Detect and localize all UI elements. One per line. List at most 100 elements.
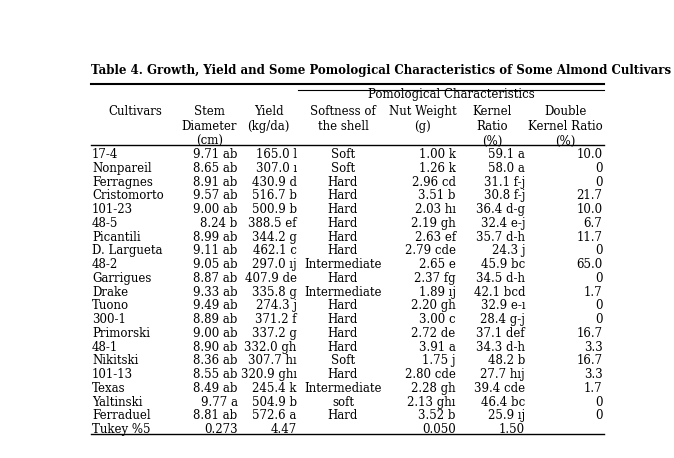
Text: Hard: Hard <box>328 203 358 216</box>
Text: 2.72 de: 2.72 de <box>411 327 456 340</box>
Text: 25.9 ıj: 25.9 ıj <box>488 409 525 422</box>
Text: 9.11 ab: 9.11 ab <box>193 244 237 257</box>
Text: 48-2: 48-2 <box>92 258 119 271</box>
Text: Picantili: Picantili <box>92 230 141 244</box>
Text: 407.9 de: 407.9 de <box>245 272 297 285</box>
Text: 2.03 hı: 2.03 hı <box>415 203 456 216</box>
Text: 3.91 a: 3.91 a <box>419 341 456 354</box>
Text: 2.79 cde: 2.79 cde <box>404 244 456 257</box>
Text: Intermediate: Intermediate <box>304 286 381 299</box>
Text: Drake: Drake <box>92 286 128 299</box>
Text: Hard: Hard <box>328 244 358 257</box>
Text: Yield
(kg/da): Yield (kg/da) <box>247 105 290 133</box>
Text: 337.2 g: 337.2 g <box>252 327 297 340</box>
Text: 9.05 ab: 9.05 ab <box>193 258 237 271</box>
Text: 31.1 f-j: 31.1 f-j <box>484 175 525 189</box>
Text: 2.37 fg: 2.37 fg <box>414 272 456 285</box>
Text: 0: 0 <box>595 300 603 312</box>
Text: 8.65 ab: 8.65 ab <box>193 162 237 175</box>
Text: soft: soft <box>332 396 354 409</box>
Text: 0.273: 0.273 <box>204 423 237 436</box>
Text: 34.5 d-h: 34.5 d-h <box>476 272 525 285</box>
Text: 3.3: 3.3 <box>584 368 603 381</box>
Text: 8.49 ab: 8.49 ab <box>193 382 237 395</box>
Text: 0: 0 <box>595 396 603 409</box>
Text: 48-1: 48-1 <box>92 341 119 354</box>
Text: 2.13 ghı: 2.13 ghı <box>407 396 456 409</box>
Text: 30.8 f-j: 30.8 f-j <box>484 189 525 202</box>
Text: Tukey %5: Tukey %5 <box>92 423 150 436</box>
Text: 4.47: 4.47 <box>270 423 297 436</box>
Text: Softness of
the shell: Softness of the shell <box>310 105 376 133</box>
Text: 332.0 gh: 332.0 gh <box>245 341 297 354</box>
Text: 37.1 def: 37.1 def <box>477 327 525 340</box>
Text: 300-1: 300-1 <box>92 313 126 326</box>
Text: 2.96 cd: 2.96 cd <box>412 175 456 189</box>
Text: 0: 0 <box>595 244 603 257</box>
Text: 1.7: 1.7 <box>584 286 603 299</box>
Text: 2.20 gh: 2.20 gh <box>411 300 456 312</box>
Text: 59.1 a: 59.1 a <box>488 148 525 161</box>
Text: 9.71 ab: 9.71 ab <box>193 148 237 161</box>
Text: Hard: Hard <box>328 272 358 285</box>
Text: 9.00 ab: 9.00 ab <box>193 327 237 340</box>
Text: 0: 0 <box>595 175 603 189</box>
Text: 8.89 ab: 8.89 ab <box>193 313 237 326</box>
Text: Garrigues: Garrigues <box>92 272 152 285</box>
Text: 0: 0 <box>595 162 603 175</box>
Text: 462.1 c: 462.1 c <box>253 244 297 257</box>
Text: 1.89 ıj: 1.89 ıj <box>419 286 456 299</box>
Text: 516.7 b: 516.7 b <box>252 189 297 202</box>
Text: 1.7: 1.7 <box>584 382 603 395</box>
Text: 9.77 a: 9.77 a <box>201 396 237 409</box>
Text: Intermediate: Intermediate <box>304 382 381 395</box>
Text: 45.9 bc: 45.9 bc <box>481 258 525 271</box>
Text: Hard: Hard <box>328 327 358 340</box>
Text: 8.90 ab: 8.90 ab <box>193 341 237 354</box>
Text: 48.2 b: 48.2 b <box>488 354 525 367</box>
Text: 1.50: 1.50 <box>499 423 525 436</box>
Text: 11.7: 11.7 <box>576 230 603 244</box>
Text: 42.1 bcd: 42.1 bcd <box>474 286 525 299</box>
Text: 1.26 k: 1.26 k <box>419 162 456 175</box>
Text: 0: 0 <box>595 272 603 285</box>
Text: Hard: Hard <box>328 189 358 202</box>
Text: 2.28 gh: 2.28 gh <box>411 382 456 395</box>
Text: Tuono: Tuono <box>92 300 129 312</box>
Text: 320.9 ghı: 320.9 ghı <box>241 368 297 381</box>
Text: 371.2 f: 371.2 f <box>255 313 297 326</box>
Text: Stem
Diameter
(cm): Stem Diameter (cm) <box>182 105 237 147</box>
Text: 39.4 cde: 39.4 cde <box>474 382 525 395</box>
Text: 8.91 ab: 8.91 ab <box>193 175 237 189</box>
Text: Hard: Hard <box>328 409 358 422</box>
Text: 572.6 a: 572.6 a <box>252 409 297 422</box>
Text: Hard: Hard <box>328 368 358 381</box>
Text: 0: 0 <box>595 409 603 422</box>
Text: Pomological Characteristics: Pomological Characteristics <box>368 88 534 101</box>
Text: 101-23: 101-23 <box>92 203 133 216</box>
Text: 35.7 d-h: 35.7 d-h <box>476 230 525 244</box>
Text: Hard: Hard <box>328 313 358 326</box>
Text: 16.7: 16.7 <box>576 327 603 340</box>
Text: 34.3 d-h: 34.3 d-h <box>476 341 525 354</box>
Text: Primorski: Primorski <box>92 327 150 340</box>
Text: 344.2 g: 344.2 g <box>252 230 297 244</box>
Text: 9.57 ab: 9.57 ab <box>193 189 237 202</box>
Text: 16.7: 16.7 <box>576 354 603 367</box>
Text: 504.9 b: 504.9 b <box>251 396 297 409</box>
Text: 8.99 ab: 8.99 ab <box>193 230 237 244</box>
Text: Table 4. Growth, Yield and Some Pomological Characteristics of Some Almond Culti: Table 4. Growth, Yield and Some Pomologi… <box>90 64 674 77</box>
Text: 17-4: 17-4 <box>92 148 119 161</box>
Text: 58.0 a: 58.0 a <box>488 162 525 175</box>
Text: 2.63 ef: 2.63 ef <box>415 230 456 244</box>
Text: 500.9 b: 500.9 b <box>251 203 297 216</box>
Text: D. Largueta: D. Largueta <box>92 244 162 257</box>
Text: Cristomorto: Cristomorto <box>92 189 164 202</box>
Text: Soft: Soft <box>331 354 355 367</box>
Text: Texas: Texas <box>92 382 126 395</box>
Text: 307.7 hı: 307.7 hı <box>248 354 297 367</box>
Text: 335.8 g: 335.8 g <box>252 286 297 299</box>
Text: Double
Kernel Ratio
(%): Double Kernel Ratio (%) <box>528 105 603 147</box>
Text: 245.4 k: 245.4 k <box>252 382 297 395</box>
Text: 101-13: 101-13 <box>92 368 133 381</box>
